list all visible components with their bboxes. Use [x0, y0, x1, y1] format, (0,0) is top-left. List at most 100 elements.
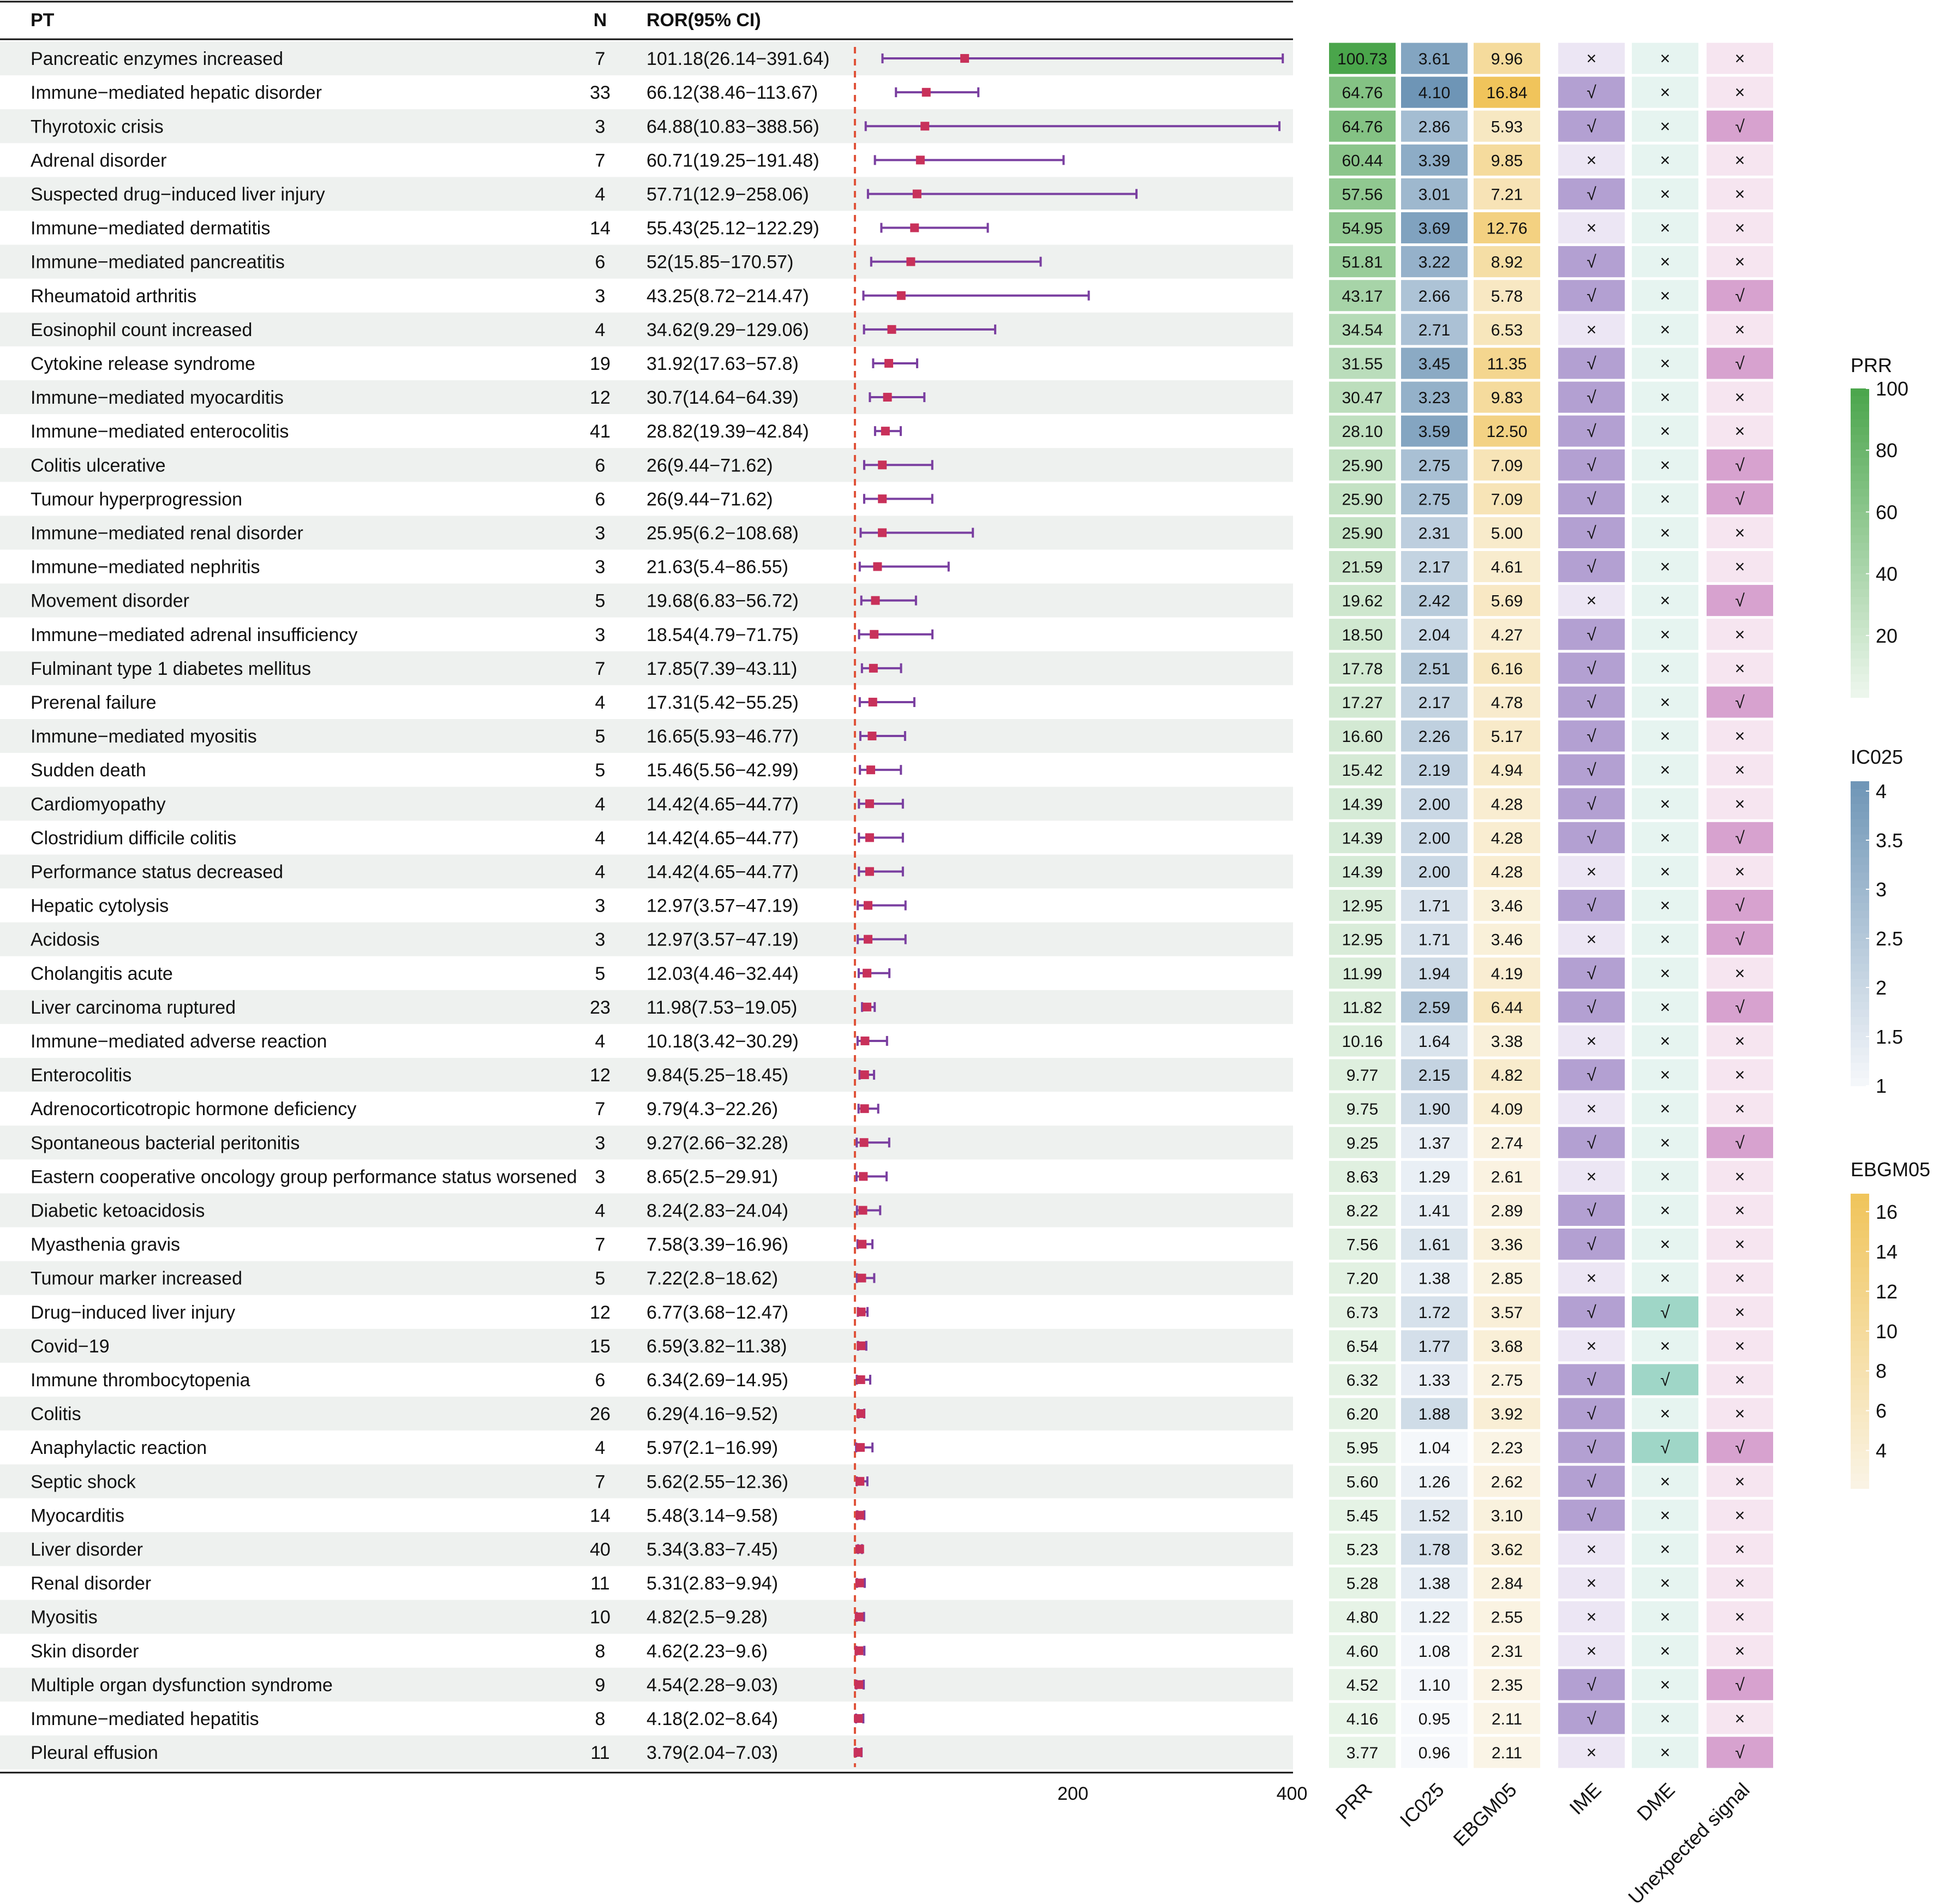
n-value: 23 [590, 997, 611, 1018]
legend-gradient-step [1851, 1474, 1869, 1482]
prr-cell [1329, 788, 1396, 819]
ic025-cell [1401, 1669, 1468, 1701]
ic025-cell-value: 2.00 [1419, 863, 1450, 881]
ebgm05-cell-value: 4.78 [1491, 694, 1523, 712]
ime-cell-mark: × [1587, 591, 1597, 610]
dme-cell [1632, 1398, 1698, 1429]
legend-gradient-step [1851, 658, 1869, 667]
dme-cell [1632, 1465, 1698, 1497]
legend-gradient-step [1851, 979, 1869, 987]
legend-gradient-step [1851, 589, 1869, 598]
ebgm05-cell [1474, 1398, 1540, 1429]
ic025-cell-value: 1.78 [1419, 1541, 1450, 1559]
prr-cell [1329, 1296, 1396, 1328]
heatmap: 100.73 3.61 9.96 × × × 64.76 4.10 16.84 √ × × 64.76 2… [1329, 43, 1773, 1904]
unexpected-cell-mark: × [1735, 1539, 1745, 1559]
prr-cell [1329, 1364, 1396, 1396]
dme-cell-mark: × [1660, 286, 1671, 306]
ror-point [856, 1409, 865, 1418]
unexpected-cell [1707, 619, 1773, 650]
unexpected-cell [1707, 1465, 1773, 1497]
ic025-cell [1401, 686, 1468, 718]
ebgm05-cell [1474, 76, 1540, 108]
legend-title: PRR [1851, 354, 1892, 376]
ebgm05-cell [1474, 1330, 1540, 1362]
pt-label: Skin disorder [31, 1641, 139, 1662]
ic025-cell-value: 2.17 [1419, 559, 1450, 577]
pt-label: Immune−mediated hepatitis [31, 1709, 259, 1729]
unexpected-cell [1707, 1330, 1773, 1362]
ror-ci-text: 6.77(3.68−12.47) [647, 1302, 788, 1323]
n-value: 4 [595, 861, 606, 882]
legend-gradient-step [1851, 419, 1869, 428]
ic025-cell-value: 2.17 [1419, 694, 1450, 712]
ime-cell-mark: √ [1587, 1235, 1596, 1254]
unexpected-cell [1707, 1737, 1773, 1768]
ic025-cell-value: 2.51 [1419, 660, 1450, 678]
dme-cell-mark: × [1660, 218, 1671, 238]
pt-label: Immune−mediated nephritis [31, 557, 260, 578]
ebgm05-cell-value: 5.69 [1491, 592, 1523, 610]
ebgm05-cell [1474, 822, 1540, 853]
ic025-cell [1401, 957, 1468, 989]
ebgm05-cell [1474, 788, 1540, 819]
ic025-cell-value: 1.88 [1419, 1405, 1450, 1423]
prr-cell [1329, 652, 1396, 684]
ror-ci-text: 5.97(2.1−16.99) [647, 1438, 778, 1458]
legend-gradient-step [1851, 674, 1869, 682]
ime-cell-mark: √ [1587, 1370, 1596, 1390]
unexpected-cell-mark: √ [1735, 828, 1745, 847]
row-stripe [0, 854, 1293, 889]
ror-ci-text: 5.34(3.83−7.45) [647, 1539, 778, 1560]
ebgm05-cell-value: 3.57 [1491, 1304, 1523, 1322]
unexpected-cell-mark: × [1735, 1099, 1745, 1118]
unexpected-cell-mark: × [1735, 1607, 1745, 1627]
legend-gradient-step [1851, 1238, 1869, 1246]
ime-cell-mark: √ [1587, 692, 1596, 712]
legend-gradient-step [1851, 1319, 1869, 1327]
pt-label: Suspected drug−induced liver injury [31, 184, 325, 205]
heatmap-col-label: IME [1565, 1779, 1605, 1819]
legend-gradient-step [1851, 849, 1869, 858]
legend-gradient-step [1851, 573, 1869, 582]
ic025-cell-value: 1.10 [1419, 1677, 1450, 1695]
dme-cell [1632, 1194, 1698, 1226]
ime-cell [1558, 43, 1625, 74]
legend-gradient-step [1851, 1009, 1869, 1018]
n-value: 11 [590, 1743, 609, 1763]
ror-ci-text: 34.62(9.29−129.06) [647, 320, 809, 340]
ebgm05-cell-value: 3.38 [1491, 1033, 1523, 1051]
dme-cell [1632, 822, 1698, 853]
ic025-cell [1401, 1025, 1468, 1057]
row-stripe [0, 1532, 1293, 1566]
pt-label: Hepatic cytolysis [31, 896, 169, 917]
legend-gradient-step [1851, 465, 1869, 474]
ebgm05-cell [1474, 483, 1540, 514]
legend-gradient-step [1851, 986, 1869, 995]
ic025-cell [1401, 1160, 1468, 1192]
prr-cell [1329, 1025, 1396, 1057]
ic025-cell-value: 1.29 [1419, 1168, 1450, 1186]
legend-gradient-step [1851, 804, 1869, 812]
prr-cell-value: 25.90 [1342, 524, 1383, 542]
ime-cell-mark: √ [1587, 1404, 1596, 1423]
legend-gradient-step [1851, 1356, 1869, 1364]
ic025-cell-value: 1.26 [1419, 1473, 1450, 1491]
ic025-cell-value: 1.52 [1419, 1507, 1450, 1525]
n-value: 4 [595, 794, 606, 815]
legend-gradient-step [1851, 396, 1869, 405]
legend-tick-label: 2.5 [1876, 927, 1903, 950]
ime-cell-mark: √ [1587, 1505, 1596, 1525]
dme-cell-mark: × [1660, 591, 1671, 610]
ror-point [855, 1544, 864, 1554]
dme-cell-mark: × [1660, 828, 1671, 847]
ic025-cell-value: 3.22 [1419, 254, 1450, 272]
dme-cell-mark: × [1660, 896, 1671, 915]
dme-cell-mark: × [1660, 1235, 1671, 1254]
n-value: 19 [590, 354, 611, 374]
legend-gradient-step [1851, 1392, 1869, 1400]
ime-cell-mark: √ [1587, 1709, 1596, 1728]
legend-gradient-step [1851, 811, 1869, 820]
prr-cell [1329, 1669, 1396, 1701]
